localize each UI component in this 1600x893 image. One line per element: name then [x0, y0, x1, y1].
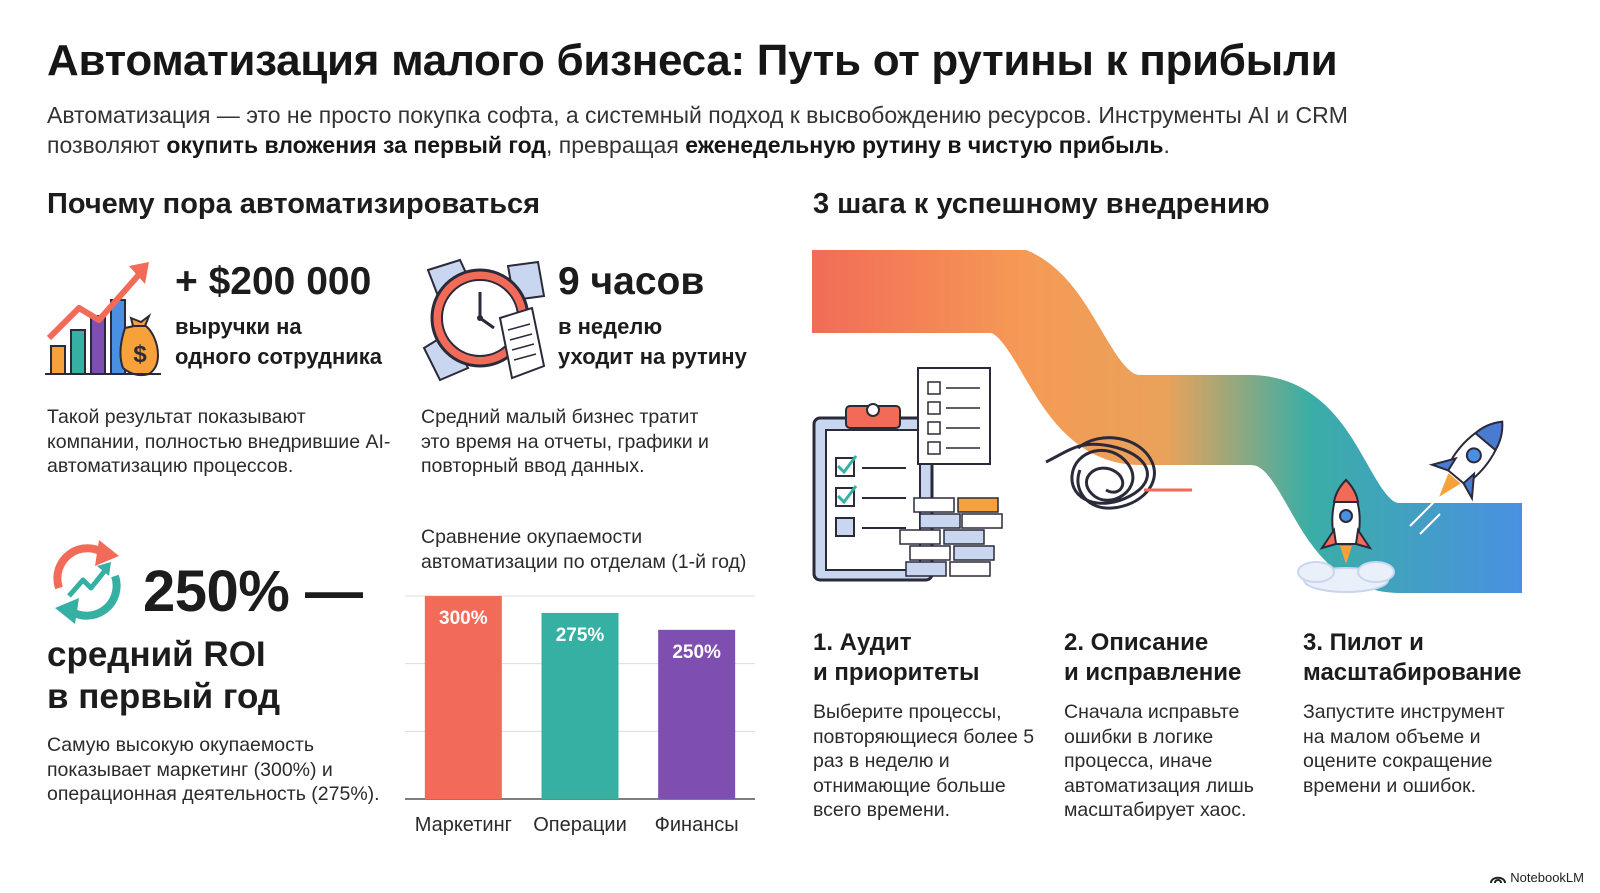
revenue-stat-line2: одного сотрудника	[175, 344, 383, 369]
steps-heading: 3 шага к успешному внедрению	[813, 188, 1270, 220]
intro-paragraph: Автоматизация — это не просто покупка со…	[47, 100, 1467, 160]
chart-title: Сравнение окупаемости автоматизации по о…	[421, 526, 747, 573]
roi-stat-value: 250% —	[143, 559, 363, 624]
step-2-title-line1: 2. Описание	[1064, 629, 1209, 656]
chart-category-label: Маркетинг	[415, 814, 512, 836]
chart-category-label: Финансы	[655, 814, 739, 836]
step-3-title-line1: 3. Пилот и	[1303, 629, 1424, 656]
revenue-stat-line1: выручки на	[175, 314, 302, 339]
intro-text-1: Автоматизация — это не просто покупка со…	[47, 102, 1348, 158]
chart-bar-value-label: 300%	[439, 608, 488, 629]
chart-bar-value-label: 250%	[672, 642, 721, 663]
chart-bar-value-label: 275%	[556, 625, 605, 646]
brand-footer: NotebookLM	[1490, 870, 1584, 885]
rocket-icon	[1297, 420, 1504, 593]
chart-bar-3	[658, 629, 736, 799]
hours-stat-line2: уходит на рутину	[558, 344, 747, 369]
growth-chart-money-bag-icon: $	[45, 262, 161, 377]
roi-stat-line2: в первый год	[47, 677, 281, 716]
hours-stat-line1: в неделю	[558, 314, 663, 339]
clipboard-checklist-icon	[812, 367, 1003, 582]
why-automate-heading: Почему пора автоматизироваться	[47, 188, 541, 220]
step-1-text: Выберите процессы, повторяющиеся более 5…	[813, 701, 1035, 821]
svg-text:$: $	[133, 341, 147, 368]
revenue-stat-description: Такой результат показывают компании, пол…	[47, 406, 391, 477]
step-1-title-line1: 1. Аудит	[813, 629, 912, 656]
step-2-text: Сначала исправьте ошибки в логике процес…	[1064, 701, 1254, 821]
intro-text-3: .	[1163, 132, 1170, 158]
intro-bold-2: еженедельную рутину в чистую прибыль	[685, 132, 1164, 158]
roi-bar-chart: 300% Маркетинг 275% Операции 250% Финансы	[405, 595, 755, 836]
page-title: Автоматизация малого бизнеса: Путь от ру…	[47, 36, 1338, 85]
refresh-growth-icon	[53, 540, 121, 624]
step-3-title-line2: масштабирование	[1303, 659, 1522, 686]
revenue-stat-value: + $200 000	[175, 260, 372, 303]
step-1-title-line2: и приоритеты	[813, 659, 980, 686]
chart-bar-1	[424, 596, 502, 799]
chart-bar-2	[541, 612, 619, 799]
roi-stat-line1: средний ROI	[47, 635, 266, 674]
brand-name: NotebookLM	[1510, 870, 1584, 885]
intro-bold-1: окупить вложения за первый год	[166, 132, 547, 158]
alarm-clock-documents-icon	[422, 258, 546, 382]
step-3-text: Запустите инструмент на малом объеме и о…	[1303, 701, 1505, 797]
hours-stat-description: Средний малый бизнес тратит это время на…	[421, 406, 709, 477]
notebooklm-logo-icon	[1490, 876, 1507, 883]
tangled-knot-icon	[1045, 436, 1192, 510]
step-2-title-line2: и исправление	[1064, 659, 1242, 686]
chart-category-label: Операции	[533, 814, 627, 836]
intro-text-2: , превращая	[546, 132, 686, 158]
process-path-illustration	[812, 250, 1522, 593]
hours-stat-value: 9 часов	[558, 260, 705, 303]
roi-stat-description: Самую высокую окупаемость показывает мар…	[47, 734, 380, 805]
